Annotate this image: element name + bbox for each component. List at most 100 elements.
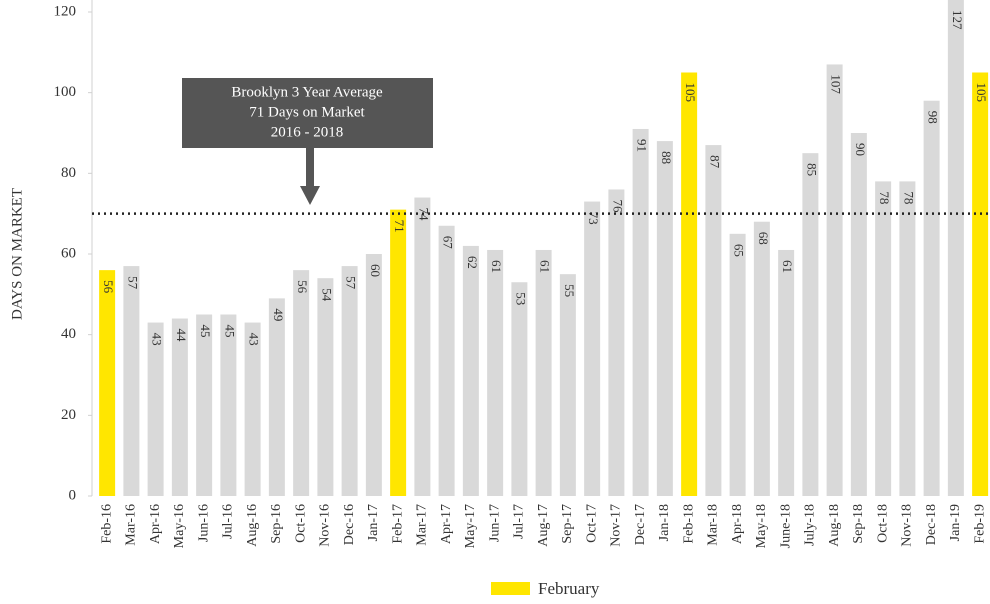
- x-tick-label: Jan-18: [657, 504, 672, 541]
- data-label: 78: [877, 191, 892, 204]
- x-tick-label: Jun-17: [487, 504, 502, 542]
- bar: [850, 133, 867, 496]
- bar: [341, 266, 358, 496]
- data-label: 61: [780, 260, 795, 273]
- bar: [559, 274, 576, 496]
- data-label: 43: [150, 333, 165, 346]
- data-label: 71: [392, 220, 407, 233]
- x-tick-label: Dec-17: [633, 504, 648, 545]
- legend-swatch: [491, 582, 530, 595]
- data-label: 73: [586, 212, 601, 225]
- data-label: 56: [295, 280, 310, 294]
- x-tick-label: Sep-17: [560, 504, 575, 544]
- bar: [268, 298, 285, 496]
- data-label: 67: [441, 236, 456, 250]
- bar: [99, 270, 116, 496]
- x-tick-label: Apr-18: [730, 504, 745, 544]
- bar: [123, 266, 140, 496]
- data-label: 61: [538, 260, 553, 273]
- x-tick-label: Mar-16: [124, 504, 139, 546]
- data-label: 105: [683, 83, 698, 103]
- x-tick-label: Jun-16: [196, 504, 211, 542]
- x-tick-label: Feb-19: [972, 504, 987, 544]
- bar: [462, 245, 479, 496]
- data-label: 60: [368, 264, 383, 277]
- data-label: 53: [513, 292, 528, 305]
- bar: [826, 64, 843, 496]
- bar: [365, 254, 382, 496]
- data-label: 90: [853, 143, 868, 156]
- x-tick-label: Jan-19: [948, 504, 963, 541]
- bar: [608, 189, 625, 496]
- x-tick-label: Aug-16: [245, 504, 260, 547]
- x-tick-label: Aug-17: [536, 504, 551, 547]
- data-label: 65: [732, 244, 747, 257]
- data-label: 85: [804, 163, 819, 176]
- x-tick-label: Apr-17: [439, 504, 454, 544]
- x-tick-label: Feb-16: [99, 504, 114, 544]
- y-tick-label: 100: [54, 84, 77, 100]
- x-tick-label: Nov-18: [900, 504, 915, 547]
- data-label: 49: [271, 308, 286, 321]
- data-label: 78: [901, 191, 916, 204]
- data-label: 98: [926, 111, 941, 124]
- legend-label: February: [538, 579, 600, 598]
- bar: [220, 314, 237, 496]
- data-label: 87: [707, 155, 722, 169]
- x-tick-label: Apr-16: [148, 504, 163, 544]
- data-label: 68: [756, 232, 771, 245]
- annotation-text: 71 Days on Market: [249, 104, 365, 120]
- data-label: 91: [635, 139, 650, 152]
- x-tick-label: Feb-18: [681, 504, 696, 544]
- x-tick-label: May-16: [172, 504, 187, 548]
- x-tick-label: Nov-17: [609, 504, 624, 547]
- bar: [293, 270, 310, 496]
- annotation-arrow-shaft: [306, 148, 314, 186]
- data-label: 105: [974, 83, 989, 103]
- x-tick-label: Jul-17: [512, 504, 527, 539]
- bar: [244, 322, 261, 496]
- bar: [171, 318, 188, 496]
- bar: [414, 197, 431, 497]
- bar: [584, 201, 601, 497]
- data-label: 127: [950, 10, 965, 30]
- data-label: 43: [247, 333, 262, 346]
- bar: [802, 153, 819, 496]
- data-label: 45: [222, 325, 237, 338]
- data-label: 61: [489, 260, 504, 273]
- x-tick-label: Oct-17: [584, 504, 599, 543]
- bar: [656, 141, 673, 497]
- y-axis-label: DAYS ON MARKET: [9, 188, 25, 320]
- bar: [147, 322, 164, 496]
- x-tick-label: Sep-18: [851, 504, 866, 544]
- data-label: 55: [562, 284, 577, 297]
- bar: [390, 209, 407, 496]
- y-tick-label: 60: [61, 245, 76, 261]
- x-tick-label: Mar-18: [706, 504, 721, 546]
- bar: [972, 72, 989, 496]
- bar: [317, 278, 334, 496]
- data-label: 88: [659, 151, 674, 164]
- bar: [753, 221, 770, 496]
- bar: [535, 249, 552, 496]
- x-tick-label: Jul-16: [221, 504, 236, 539]
- x-tick-label: June-18: [778, 504, 793, 548]
- data-label: 107: [829, 74, 844, 94]
- data-label: 54: [319, 288, 334, 302]
- bar: [778, 249, 795, 496]
- bar: [923, 100, 940, 496]
- data-label: 44: [174, 329, 189, 343]
- annotation-box: [182, 78, 433, 148]
- x-tick-label: Jan-17: [366, 504, 381, 541]
- data-label: 57: [125, 276, 140, 290]
- bar: [487, 249, 504, 496]
- y-tick-label: 120: [54, 3, 77, 19]
- bar: [875, 181, 892, 496]
- x-tick-label: Aug-18: [827, 504, 842, 547]
- x-tick-label: Mar-17: [415, 504, 430, 546]
- bar: [899, 181, 916, 496]
- x-tick-label: Oct-18: [875, 504, 890, 543]
- bar: [681, 72, 698, 496]
- y-tick-label: 80: [61, 165, 76, 181]
